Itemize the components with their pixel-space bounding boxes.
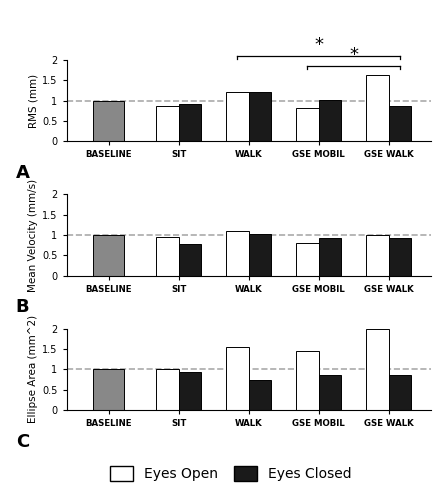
Bar [366,76,388,142]
Text: C: C [16,433,29,451]
Bar [156,370,178,410]
Bar [296,108,319,142]
Bar [319,238,341,276]
Bar [319,100,341,141]
Bar [296,243,319,276]
Bar [388,238,411,276]
Text: *: * [314,36,323,54]
Bar [156,238,178,276]
Bar [319,374,341,410]
Bar [226,347,249,410]
Bar [388,374,411,410]
Bar [388,106,411,142]
Bar [93,100,124,141]
Bar [296,351,319,410]
Text: B: B [16,298,29,316]
Bar [226,231,249,276]
Text: A: A [16,164,29,182]
Bar [178,104,201,142]
Y-axis label: Mean Velocity (mm/s): Mean Velocity (mm/s) [28,178,38,292]
Y-axis label: RMS (mm): RMS (mm) [28,74,38,128]
Bar [93,370,124,410]
Legend: Eyes Open, Eyes Closed: Eyes Open, Eyes Closed [103,459,358,488]
Bar [366,328,388,410]
Bar [366,235,388,276]
Y-axis label: Ellipse Area (mm^2): Ellipse Area (mm^2) [28,315,38,424]
Bar [156,106,178,142]
Bar [249,380,271,410]
Bar [249,92,271,142]
Bar [178,244,201,276]
Text: *: * [349,46,358,64]
Bar [226,92,249,142]
Bar [178,372,201,410]
Bar [93,235,124,276]
Bar [249,234,271,276]
